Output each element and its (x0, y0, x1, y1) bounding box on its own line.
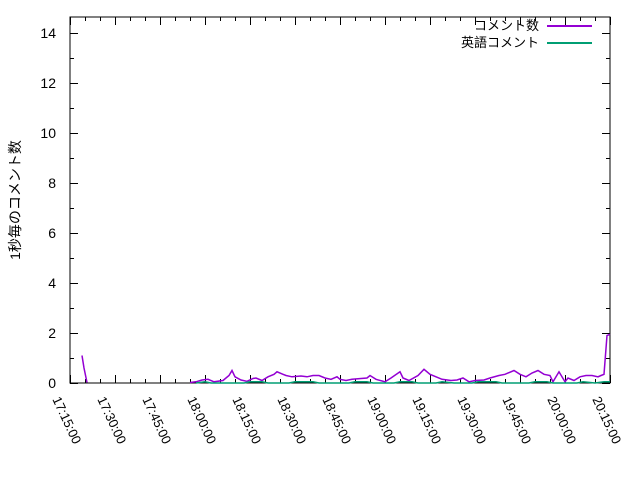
y-tick-label: 12 (40, 75, 56, 91)
legend-line-sample-comments (547, 24, 592, 27)
legend-row-comments: コメント数 (461, 18, 592, 33)
y-tick-label: 2 (48, 325, 56, 341)
legend: コメント数 英語コメント (461, 18, 592, 50)
legend-line-sample-english-comments (547, 41, 592, 44)
series-line-comments (81, 355, 88, 383)
y-tick-label: 0 (48, 375, 56, 391)
legend-label-english-comments: 英語コメント (460, 35, 539, 50)
y-tick-label: 10 (40, 125, 56, 141)
y-tick-label: 14 (40, 25, 56, 41)
legend-row-english-comments: 英語コメント (461, 35, 592, 50)
series-line-comments (189, 333, 611, 384)
legend-label-comments: コメント数 (473, 18, 539, 33)
plot-border (69, 16, 611, 384)
y-tick-label: 6 (48, 225, 56, 241)
y-tick-label: 4 (48, 275, 56, 291)
y-tick-label: 8 (48, 175, 56, 191)
series-line-english-comments (195, 381, 610, 384)
